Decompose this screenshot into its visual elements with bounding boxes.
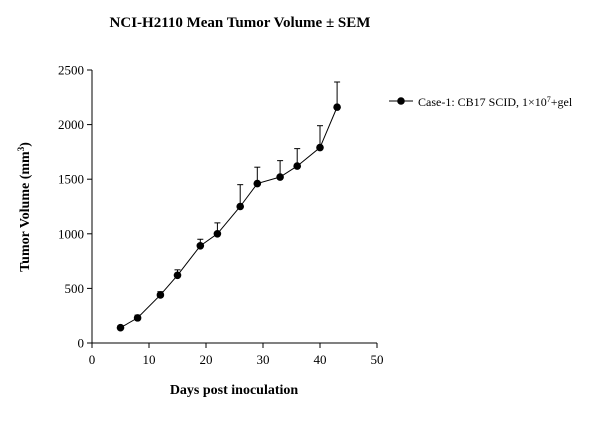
data-point — [293, 162, 302, 170]
series-line — [120, 106, 338, 329]
y-tick-label: 2000 — [58, 117, 84, 132]
data-point — [173, 271, 182, 280]
data-point — [116, 323, 125, 332]
legend-label-superscript: 7 — [547, 95, 551, 104]
y-axis-label-main: Tumor Volume (mm — [18, 151, 33, 272]
x-tick-label: 0 — [89, 352, 96, 367]
y-tick-label: 2500 — [58, 63, 84, 78]
y-tick-label: 0 — [78, 336, 85, 351]
legend-label-main: Case-1: CB17 SCID, 1×10 — [418, 95, 547, 109]
data-point — [253, 179, 262, 188]
x-tick-label: 50 — [371, 352, 384, 367]
data-point — [196, 242, 205, 250]
legend-label: Case-1: CB17 SCID, 1×107+gel — [418, 95, 573, 110]
x-tick-label: 10 — [143, 352, 156, 367]
legend: Case-1: CB17 SCID, 1×107+gel — [389, 95, 573, 110]
data-point — [236, 202, 244, 211]
y-ticks: 0 500 1000 1500 2000 2500 — [58, 63, 92, 351]
chart-title: NCI-H2110 Mean Tumor Volume ± SEM — [110, 15, 371, 31]
y-tick-label: 1500 — [58, 172, 84, 187]
legend-marker — [397, 97, 405, 105]
x-tick-label: 40 — [314, 352, 327, 367]
data-point — [213, 230, 222, 238]
x-tick-label: 20 — [200, 352, 213, 367]
error-bars — [117, 81, 341, 328]
legend-label-end: +gel — [551, 95, 573, 109]
data-point — [276, 173, 284, 181]
y-axis-label-superscript: 3 — [16, 146, 26, 151]
x-ticks: 0 10 20 30 40 50 — [89, 343, 384, 367]
data-point — [333, 103, 341, 111]
x-axis-label: Days post inoculation — [170, 383, 299, 398]
plot-area: 0 500 1000 1500 2000 2500 0 10 20 30 40 50 — [58, 63, 384, 368]
y-tick-label: 500 — [65, 281, 85, 296]
data-point — [133, 314, 142, 322]
series-lines — [120, 106, 338, 329]
y-tick-label: 1000 — [58, 226, 84, 241]
data-point — [156, 291, 165, 299]
data-point — [316, 143, 324, 152]
x-tick-label: 30 — [257, 352, 270, 367]
data-points — [116, 103, 341, 332]
y-axis-label-end: ) — [18, 142, 33, 147]
y-axis-label: Tumor Volume (mm3) — [16, 142, 33, 272]
